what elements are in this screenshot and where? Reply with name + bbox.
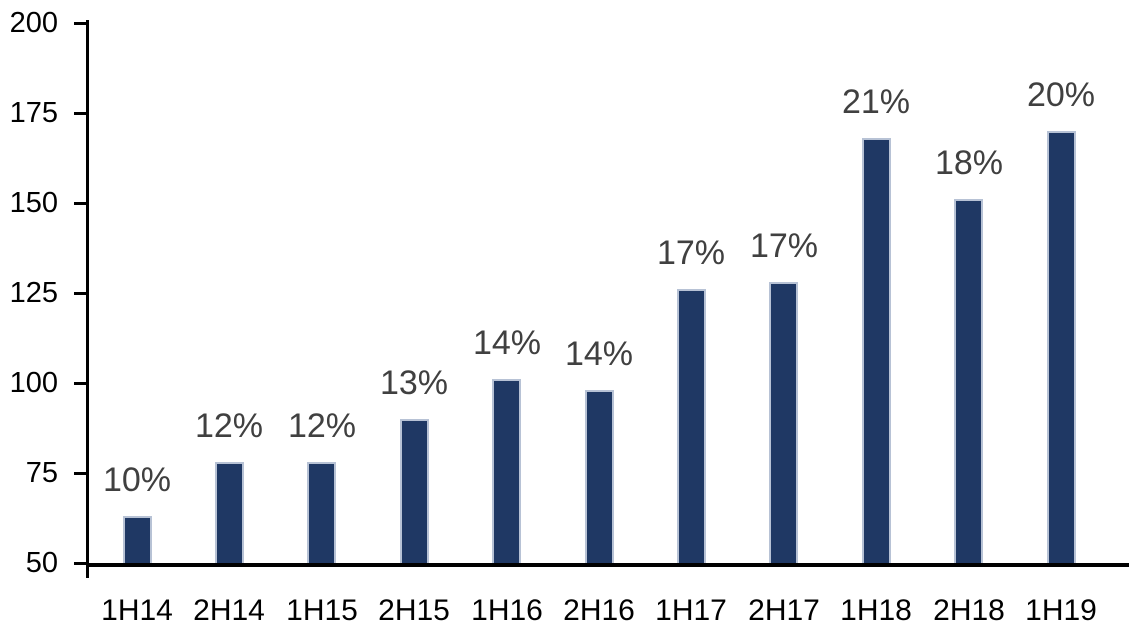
x-axis-label: 1H15 [286, 594, 358, 627]
bar-value-label: 13% [379, 364, 449, 402]
bar [1047, 131, 1076, 563]
bar [215, 462, 244, 563]
y-axis-tick [74, 562, 86, 565]
x-axis-label: 2H16 [563, 594, 635, 627]
y-axis-label: 50 [25, 547, 58, 579]
bar [862, 138, 891, 563]
bar [677, 289, 706, 563]
bar-value-label: 18% [934, 144, 1004, 182]
bar [492, 379, 521, 563]
bar-value-label: 21% [841, 83, 911, 121]
y-axis-tick [74, 201, 86, 205]
y-axis-tick [74, 21, 86, 25]
x-axis-label: 2H17 [748, 594, 820, 627]
bar [954, 199, 983, 563]
y-axis-label: 175 [9, 96, 58, 129]
x-axis-label: 2H15 [378, 594, 450, 627]
x-axis-label: 1H17 [655, 594, 727, 627]
x-axis-label: 1H19 [1025, 594, 1097, 627]
bar [400, 419, 429, 563]
bar-value-label: 10% [102, 461, 172, 499]
y-axis-label: 75 [25, 456, 58, 489]
x-axis-label: 1H16 [471, 594, 543, 627]
y-axis-label: 200 [9, 6, 58, 39]
bar [307, 462, 336, 563]
x-axis-label: 1H14 [101, 594, 173, 627]
x-axis-label: 2H14 [193, 594, 265, 627]
bar-value-label: 17% [749, 227, 819, 265]
bar-value-label: 14% [472, 324, 542, 362]
bar-value-label: 12% [194, 407, 264, 445]
y-axis-label: 125 [9, 276, 58, 309]
bar [769, 282, 798, 563]
bar-value-label: 20% [1026, 76, 1096, 114]
y-axis-label: 150 [9, 186, 58, 219]
y-axis-tick [74, 291, 86, 295]
y-axis-tick [74, 471, 86, 475]
y-axis-label: 100 [9, 366, 58, 399]
x-axis-label: 2H18 [933, 594, 1005, 627]
y-axis-tick [74, 381, 86, 385]
y-axis-tick [74, 111, 86, 115]
bar [585, 390, 614, 563]
bar-value-label: 12% [287, 407, 357, 445]
bar-value-label: 14% [564, 335, 634, 373]
bar-value-label: 17% [656, 234, 726, 272]
x-axis-label: 1H18 [840, 594, 912, 627]
bar [123, 516, 152, 563]
y-axis-line [86, 20, 89, 578]
x-axis-line [86, 563, 1129, 567]
